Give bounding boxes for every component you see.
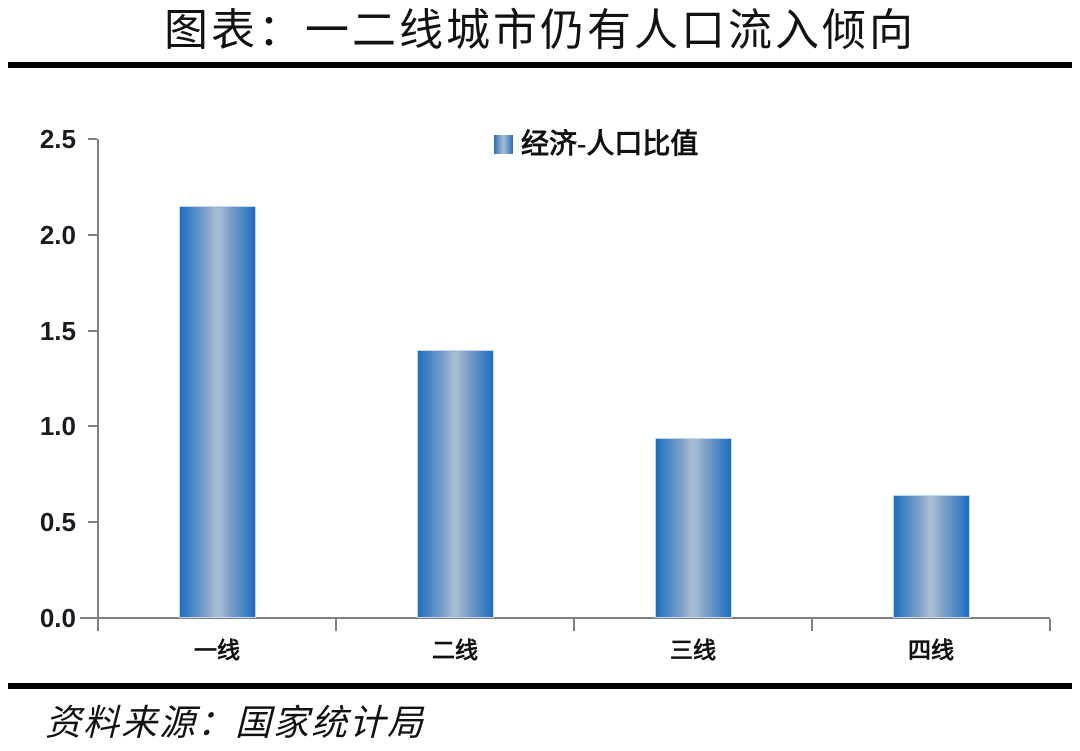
top-divider: [8, 62, 1072, 68]
x-tick: [335, 619, 337, 631]
x-tick: [1049, 619, 1051, 631]
y-axis-line: [97, 139, 99, 619]
x-tick: [97, 619, 99, 631]
category-label: 一线: [194, 638, 240, 663]
x-tick: [811, 619, 813, 631]
legend-label: 经济-人口比值: [521, 129, 699, 160]
plot-area: [98, 139, 1050, 618]
y-tick-label: 2.5: [39, 124, 76, 154]
bar-一线: [178, 206, 256, 618]
x-tick: [573, 619, 575, 631]
category-label: 三线: [670, 638, 716, 663]
y-tick-label: 1.0: [39, 411, 76, 442]
y-tick-label: 2.0: [39, 219, 76, 250]
y-tick-label: 0.5: [39, 507, 76, 538]
y-tick: [88, 329, 97, 332]
bar-四线: [892, 495, 970, 618]
y-tick: [88, 521, 97, 524]
y-tick: [88, 425, 97, 428]
bar-二线: [416, 350, 494, 618]
bottom-divider: [8, 683, 1072, 689]
y-tick-label: 0.0: [39, 603, 76, 633]
y-tick: [88, 138, 97, 140]
y-tick: [88, 233, 97, 236]
y-tick-label: 1.5: [39, 315, 76, 346]
category-label: 四线: [908, 638, 954, 663]
legend: 经济-人口比值: [494, 122, 698, 162]
chart-title: 图表：一二线城市仍有人口流入倾向: [164, 6, 916, 55]
category-label: 二线: [432, 638, 478, 663]
bar-三线: [654, 438, 732, 618]
source-note: 资料来源：国家统计局: [45, 703, 426, 743]
legend-swatch-icon: [494, 134, 513, 154]
x-axis-line: [80, 617, 1050, 619]
